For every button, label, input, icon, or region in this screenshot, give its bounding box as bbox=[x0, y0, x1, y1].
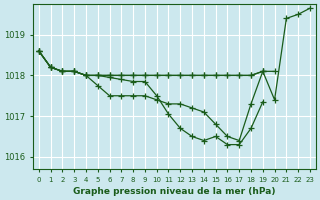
X-axis label: Graphe pression niveau de la mer (hPa): Graphe pression niveau de la mer (hPa) bbox=[73, 187, 276, 196]
